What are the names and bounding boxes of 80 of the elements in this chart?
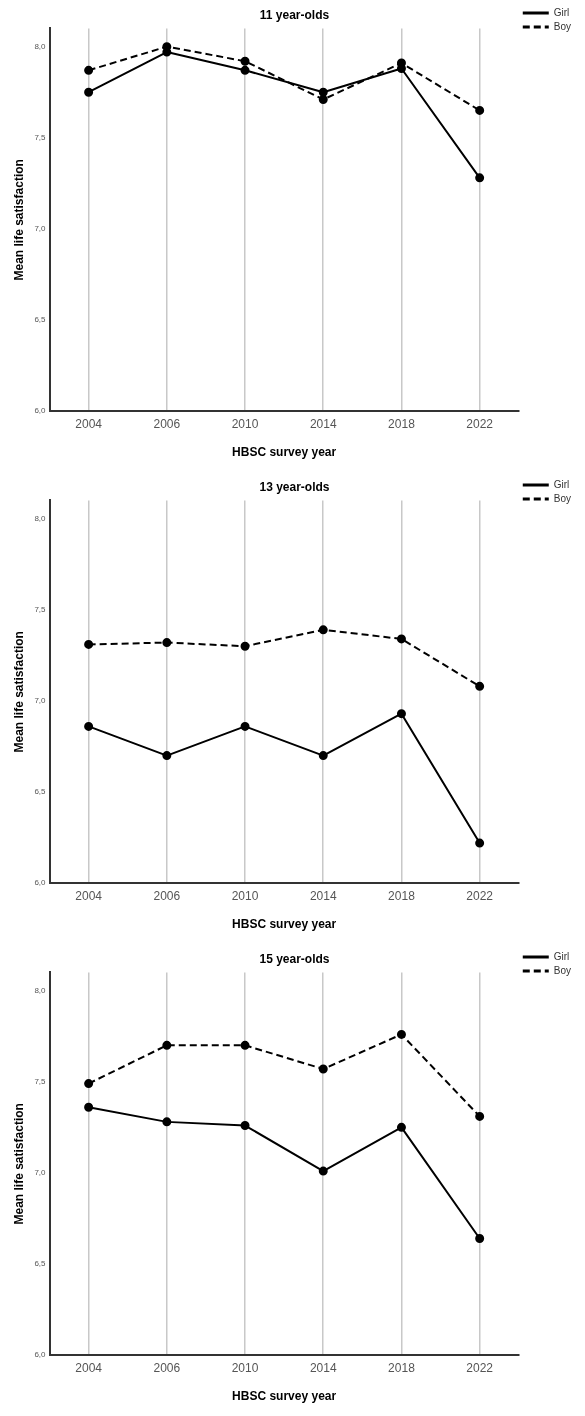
x-tick-label: 2010 [231, 1360, 259, 1375]
x-axis-title: HBSC survey year [232, 917, 337, 932]
point [240, 56, 250, 66]
legend-label: Boy [553, 20, 571, 32]
point [240, 65, 250, 75]
y-tick-label: 7,5 [34, 132, 47, 142]
y-axis-title: Mean life satisfaction [11, 159, 26, 281]
chart-title: 15 year-olds [259, 951, 330, 966]
point [84, 721, 94, 731]
x-tick-label: 2004 [75, 416, 103, 431]
point [475, 1111, 485, 1121]
x-tick-label: 2010 [231, 416, 259, 431]
y-tick-label: 7,5 [34, 1076, 47, 1086]
point [318, 87, 328, 97]
point [475, 173, 485, 183]
x-tick-label: 2014 [309, 1360, 337, 1375]
point [475, 105, 485, 115]
x-tick-label: 2018 [388, 416, 416, 431]
point [162, 751, 172, 761]
y-tick-label: 6,0 [34, 878, 47, 888]
point [475, 838, 485, 848]
y-tick-label: 8,0 [34, 985, 47, 995]
point [396, 1122, 406, 1132]
x-tick-label: 2014 [309, 888, 337, 903]
legend-label: Girl [553, 478, 570, 490]
chart-title: 11 year-olds [259, 7, 330, 22]
point [475, 1234, 485, 1244]
point [318, 625, 328, 635]
y-tick-label: 8,0 [34, 41, 47, 51]
point [396, 709, 406, 719]
point [84, 1102, 94, 1112]
chart-title: 13 year-olds [259, 479, 330, 494]
y-tick-label: 6,0 [34, 1350, 47, 1360]
legend-label: Girl [553, 950, 570, 962]
y-tick-label: 6,5 [34, 315, 47, 325]
x-tick-label: 2004 [75, 888, 103, 903]
legend-label: Boy [553, 492, 571, 504]
point [475, 681, 485, 691]
point [396, 634, 406, 644]
point [318, 1166, 328, 1176]
x-tick-label: 2022 [466, 888, 494, 903]
point [240, 721, 250, 731]
y-tick-label: 7,0 [34, 696, 47, 706]
point [84, 65, 94, 75]
x-tick-label: 2010 [231, 888, 259, 903]
x-tick-label: 2022 [466, 416, 494, 431]
y-tick-label: 7,0 [34, 224, 47, 234]
y-tick-label: 6,0 [34, 406, 47, 416]
legend-label: Boy [553, 964, 571, 976]
y-tick-label: 6,5 [34, 787, 47, 797]
x-tick-label: 2006 [153, 416, 181, 431]
point [318, 94, 328, 104]
y-tick-label: 8,0 [34, 513, 47, 523]
point [318, 1064, 328, 1074]
x-tick-label: 2006 [153, 888, 181, 903]
point [318, 751, 328, 761]
x-tick-label: 2022 [466, 1360, 494, 1375]
x-axis-title: HBSC survey year [232, 1389, 337, 1404]
y-tick-label: 7,0 [34, 1168, 47, 1178]
point [396, 1029, 406, 1039]
point [84, 1079, 94, 1089]
point [84, 639, 94, 649]
x-tick-label: 2004 [75, 1360, 103, 1375]
point [240, 641, 250, 651]
point [240, 1040, 250, 1050]
y-tick-label: 7,5 [34, 604, 47, 614]
point [84, 87, 94, 97]
point [240, 1121, 250, 1131]
x-axis-title: HBSC survey year [232, 445, 337, 460]
y-axis-title: Mean life satisfaction [11, 631, 26, 753]
point [162, 1117, 172, 1127]
x-tick-label: 2006 [153, 1360, 181, 1375]
y-tick-label: 6,5 [34, 1259, 47, 1269]
x-tick-label: 2018 [388, 1360, 416, 1375]
point [162, 1040, 172, 1050]
x-tick-label: 2014 [309, 416, 337, 431]
y-axis-title: Mean life satisfaction [11, 1103, 26, 1225]
point [162, 638, 172, 648]
x-tick-label: 2018 [388, 888, 416, 903]
legend-label: Girl [553, 6, 570, 18]
